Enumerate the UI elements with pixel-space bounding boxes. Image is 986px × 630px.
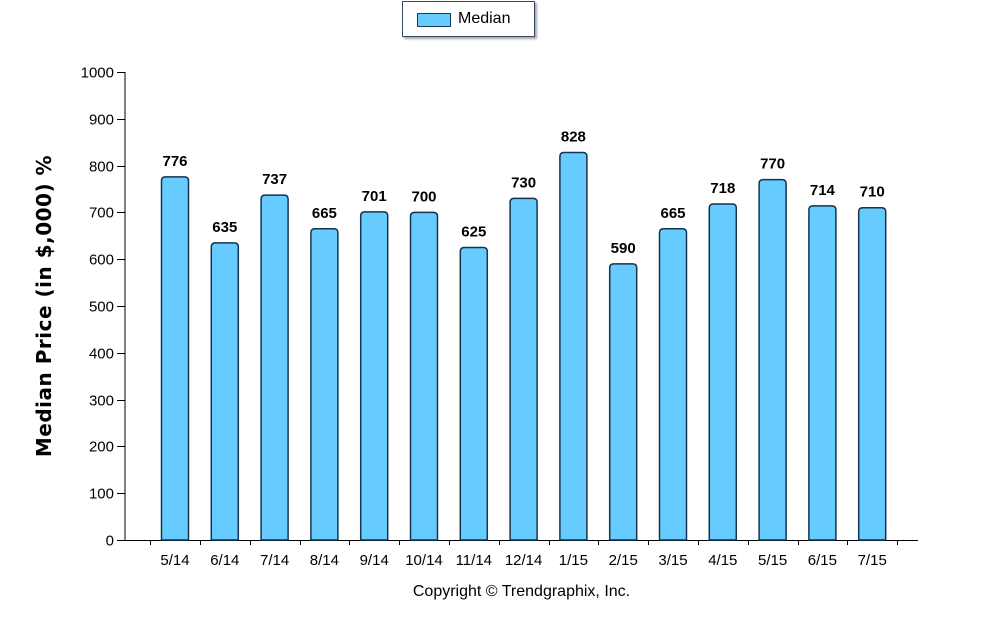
bar <box>658 228 688 541</box>
bar <box>260 194 289 541</box>
y-axis-title: Median Price (in $,000) % <box>32 154 56 458</box>
y-tick-label: 200 <box>89 439 114 456</box>
y-tick-label: 600 <box>89 252 114 269</box>
data-label: 828 <box>561 128 586 145</box>
y-tick-label: 0 <box>106 533 114 550</box>
data-label: 701 <box>362 188 387 205</box>
x-tick-label: 4/15 <box>708 552 737 569</box>
bar <box>808 205 837 541</box>
legend: Median <box>402 1 535 37</box>
data-label: 714 <box>810 182 836 199</box>
x-tick-label: 7/15 <box>858 552 887 569</box>
data-label: 625 <box>461 224 486 241</box>
x-tick-label: 5/14 <box>160 552 189 569</box>
bar <box>708 203 738 541</box>
bar <box>210 242 240 541</box>
data-labels: 776 635 737 665 701 700 625 730 828 590 665 718 770 7… <box>162 128 884 256</box>
bar <box>459 246 489 541</box>
y-tick-label: 500 <box>89 299 114 316</box>
x-tick-label: 1/15 <box>559 552 588 569</box>
y-tick-label: 100 <box>89 486 114 503</box>
x-tick-label: 2/15 <box>609 552 638 569</box>
x-tick-label: 6/14 <box>210 552 239 569</box>
x-tick-label: 6/15 <box>808 552 837 569</box>
x-axis: 5/14 6/14 7/14 8/14 9/14 10/14 11/14 12/14 1/15 2… <box>125 540 918 569</box>
bar <box>310 228 339 541</box>
y-tick-label: 300 <box>89 393 114 410</box>
bars <box>160 151 887 541</box>
data-label: 665 <box>660 205 685 222</box>
y-tick-label: 900 <box>89 112 114 129</box>
y-tick-label: 800 <box>89 159 114 176</box>
x-tick-label: 10/14 <box>405 552 443 569</box>
data-label: 665 <box>312 205 337 222</box>
data-label: 718 <box>710 180 735 197</box>
bar <box>509 197 538 541</box>
data-label: 770 <box>760 156 785 173</box>
bar <box>608 263 638 541</box>
x-tick-label: 11/14 <box>456 552 492 569</box>
bar <box>409 211 439 541</box>
data-label: 710 <box>860 184 885 201</box>
data-label: 737 <box>262 171 287 188</box>
bar <box>758 178 787 541</box>
data-label: 776 <box>162 153 187 170</box>
data-label: 590 <box>611 240 636 257</box>
x-tick-label: 5/15 <box>758 552 787 569</box>
y-tick-label: 400 <box>89 346 114 363</box>
x-tick-label: 9/14 <box>360 552 389 569</box>
x-tick-label: 3/15 <box>658 552 687 569</box>
bar <box>857 206 887 541</box>
legend-label: Median <box>458 10 511 27</box>
data-label: 700 <box>411 188 436 205</box>
x-tick-label: 7/14 <box>260 552 289 569</box>
y-axis: 0 100 200 300 400 500 600 700 800 900 1000 <box>81 65 126 550</box>
y-tick-label: 1000 <box>81 65 114 82</box>
bar <box>359 211 389 541</box>
y-tick-label: 700 <box>89 205 114 222</box>
copyright-text: Copyright © Trendgraphix, Inc. <box>412 583 631 600</box>
bar <box>559 151 588 541</box>
bar <box>160 176 190 541</box>
data-label: 730 <box>511 174 536 191</box>
x-tick-label: 12/14 <box>505 552 543 569</box>
data-label: 635 <box>212 219 237 236</box>
legend-swatch <box>417 13 451 27</box>
x-tick-label: 8/14 <box>310 552 339 569</box>
